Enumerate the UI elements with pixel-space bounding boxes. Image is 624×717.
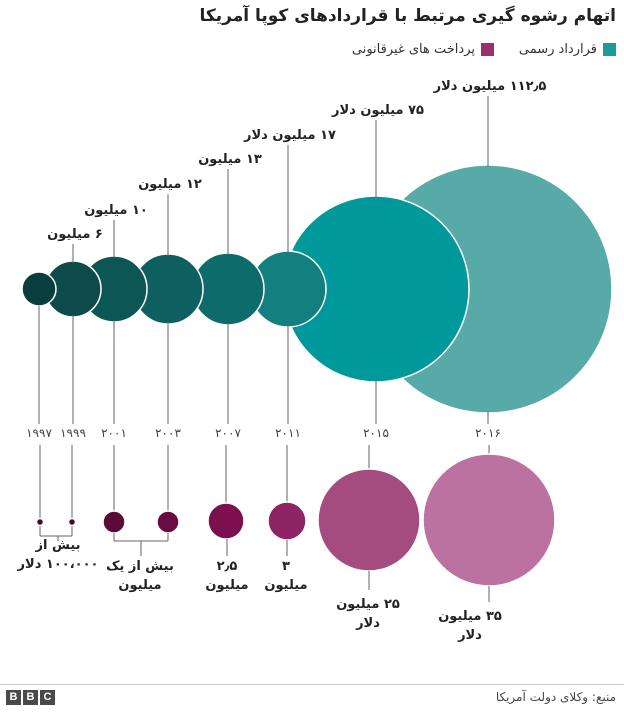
contract-value-label: ۱۳ میلیون [198,152,262,167]
payment-value-label: ۲۵ میلیون [336,597,400,612]
contract-value-label: ۱۲ میلیون [138,177,202,192]
footer-divider [0,684,624,685]
payment-value-label: میلیون [118,578,161,593]
payment-bubble [102,510,126,534]
payment-bubble [156,510,180,534]
contract-value-label: ۱۰ میلیون [84,203,148,218]
payment-value-label: میلیون [264,578,307,593]
payment-bubble [35,517,45,527]
payment-value-label: دلار [457,628,482,643]
logo-letter: C [40,690,55,705]
payment-value-label: بیش از [34,538,80,553]
chart-title: اتهام رشوه گیری مرتبط با قراردادهای کوپا… [199,6,616,26]
payment-value-label: دلار [355,616,380,631]
year-label: ۲۰۰۳ [155,426,181,440]
contract-value-label: ۷۵ میلیون دلار [331,103,424,118]
legend-item-official: قرارداد رسمی [519,42,616,57]
year-label: ۲۰۱۵ [363,426,389,440]
payment-bubble [67,517,77,527]
year-label: ۲۰۱۱ [275,426,301,440]
official-bubble [21,271,57,307]
payment-value-label: بیش از یک [106,559,174,574]
payment-value-label: ۳ [282,559,290,574]
payment-bubble [317,468,421,572]
year-label: ۱۹۹۷ [26,426,52,440]
contract-value-label: ۱۷ میلیون دلار [243,128,336,143]
payment-bubble [207,502,245,540]
payment-value-label: میلیون [205,578,248,593]
contract-value-label: ۱۱۲٫۵ میلیون دلار [433,79,547,94]
legend-swatch-illegal [481,43,494,56]
year-label: ۲۰۰۷ [215,426,241,440]
legend-label-official: قرارداد رسمی [518,42,597,57]
year-label: ۲۰۰۱ [101,426,127,440]
legend-label-illegal: پرداخت های غیرقانونی [351,42,475,57]
year-label: ۲۰۱۶ [475,426,501,440]
logo-letter: B [23,690,38,705]
payment-value-label: ۱۰۰،۰۰۰ دلار [17,557,99,572]
payment-bubble [422,453,556,587]
payment-bubble [267,501,307,541]
year-label: ۱۹۹۹ [60,426,86,440]
legend-item-illegal: پرداخت های غیرقانونی [352,42,494,57]
source-note: منبع: وکلای دولت آمریکا [495,690,616,704]
logo-letter: B [6,690,21,705]
contract-value-label: ۶ میلیون [47,227,103,242]
bbc-logo: B B C [6,690,55,705]
payment-value-label: ۲٫۵ [217,559,238,574]
payment-value-label: ۳۵ میلیون [438,609,502,624]
legend-swatch-official [603,43,616,56]
